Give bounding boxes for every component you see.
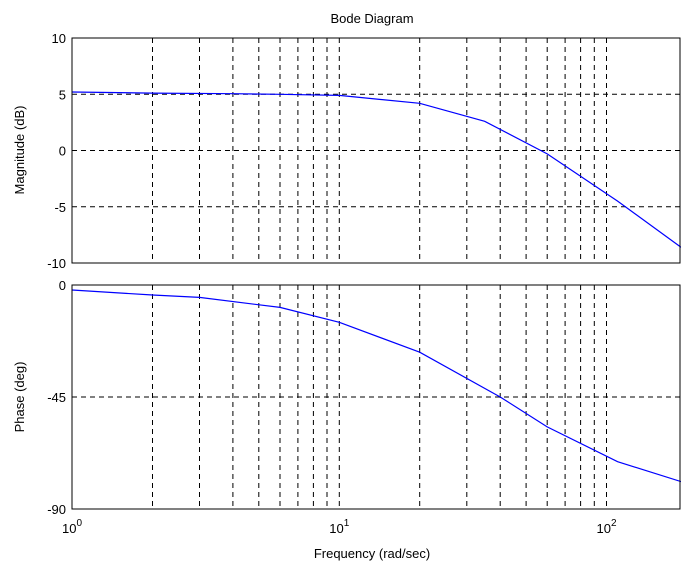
phase-axes-frame bbox=[71, 284, 681, 510]
magnitude-panel: 10 5 0 -5 -10 Magnitude (dB) bbox=[12, 31, 681, 271]
magnitude-ytick-label: 0 bbox=[59, 144, 66, 159]
phase-ytick-label: -45 bbox=[47, 390, 66, 405]
phase-ylabel: Phase (deg) bbox=[12, 362, 27, 433]
phase-ytick-label: -90 bbox=[47, 502, 66, 517]
x-tick-label: 101 bbox=[329, 518, 349, 536]
magnitude-axes-frame bbox=[71, 37, 681, 264]
phase-ytick-label: 0 bbox=[59, 278, 66, 293]
x-axis-label: Frequency (rad/sec) bbox=[314, 546, 430, 561]
magnitude-ytick-label: 10 bbox=[52, 31, 66, 46]
magnitude-ylabel: Magnitude (dB) bbox=[12, 106, 27, 195]
magnitude-ytick-label: 5 bbox=[59, 87, 66, 102]
x-tick-label: 100 bbox=[62, 518, 82, 536]
magnitude-tick-labels: 10 5 0 -5 -10 bbox=[47, 31, 66, 271]
chart-title: Bode Diagram bbox=[330, 11, 413, 26]
phase-series bbox=[71, 289, 681, 483]
phase-tick-labels: 0 -45 -90 bbox=[47, 278, 66, 517]
phase-series-line bbox=[71, 289, 681, 483]
phase-panel: 0 -45 -90 Phase (deg) bbox=[12, 278, 681, 517]
magnitude-series bbox=[71, 91, 681, 248]
x-tick-labels: 100 101 102 bbox=[62, 518, 617, 536]
magnitude-ytick-label: -10 bbox=[47, 256, 66, 271]
magnitude-ytick-label: -5 bbox=[54, 200, 66, 215]
magnitude-series-line bbox=[71, 91, 681, 248]
x-tick-label: 102 bbox=[596, 518, 616, 536]
